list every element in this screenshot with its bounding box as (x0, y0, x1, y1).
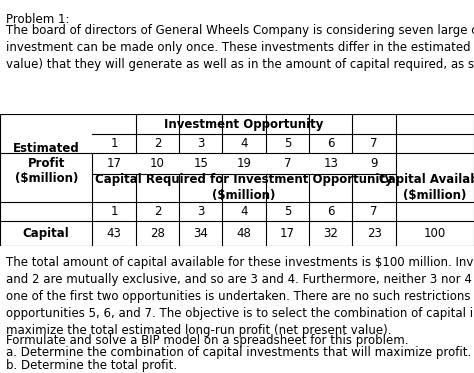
Text: 48: 48 (237, 227, 252, 240)
Text: 3: 3 (197, 205, 204, 218)
Text: 100: 100 (424, 227, 446, 240)
Text: 19: 19 (237, 157, 252, 170)
Text: 9: 9 (370, 157, 378, 170)
Text: 4: 4 (240, 137, 248, 150)
Text: 32: 32 (323, 227, 338, 240)
Text: 6: 6 (327, 137, 335, 150)
Text: Formulate and solve a BIP model on a spreadsheet for this problem.: Formulate and solve a BIP model on a spr… (6, 334, 408, 347)
Text: 28: 28 (150, 227, 165, 240)
Text: 7: 7 (284, 157, 291, 170)
Text: 1: 1 (110, 205, 118, 218)
Text: 1: 1 (110, 137, 118, 150)
Text: The total amount of capital available for these investments is $100 million. Inv: The total amount of capital available fo… (6, 256, 474, 336)
Text: 4: 4 (240, 205, 248, 218)
Text: 10: 10 (150, 157, 165, 170)
Text: 43: 43 (107, 227, 121, 240)
Text: 34: 34 (193, 227, 208, 240)
Text: Capital Available
($million): Capital Available ($million) (379, 173, 474, 203)
Text: 5: 5 (284, 137, 291, 150)
Text: Estimated Profit ($million): Estimated Profit ($million) (13, 142, 80, 185)
Text: a. Determine the combination of capital investments that will maximize profit.: a. Determine the combination of capital … (6, 346, 471, 359)
Text: The board of directors of General Wheels Company is considering seven large capi: The board of directors of General Wheels… (6, 24, 474, 71)
Text: 2: 2 (154, 205, 161, 218)
Text: 17: 17 (280, 227, 295, 240)
Text: 6: 6 (327, 205, 335, 218)
Text: 23: 23 (367, 227, 382, 240)
Text: 17: 17 (107, 157, 122, 170)
Text: Problem 1:: Problem 1: (6, 13, 69, 26)
Text: 5: 5 (284, 205, 291, 218)
Text: 7: 7 (370, 205, 378, 218)
Text: Capital: Capital (23, 227, 70, 240)
Text: Capital Required for Investment Opportunity
($million): Capital Required for Investment Opportun… (95, 173, 393, 203)
Text: 7: 7 (370, 137, 378, 150)
Text: 2: 2 (154, 137, 161, 150)
Text: 13: 13 (323, 157, 338, 170)
Text: b. Determine the total profit.: b. Determine the total profit. (6, 359, 177, 372)
Text: 15: 15 (193, 157, 208, 170)
Text: 3: 3 (197, 137, 204, 150)
Text: Investment Opportunity: Investment Opportunity (164, 117, 324, 131)
